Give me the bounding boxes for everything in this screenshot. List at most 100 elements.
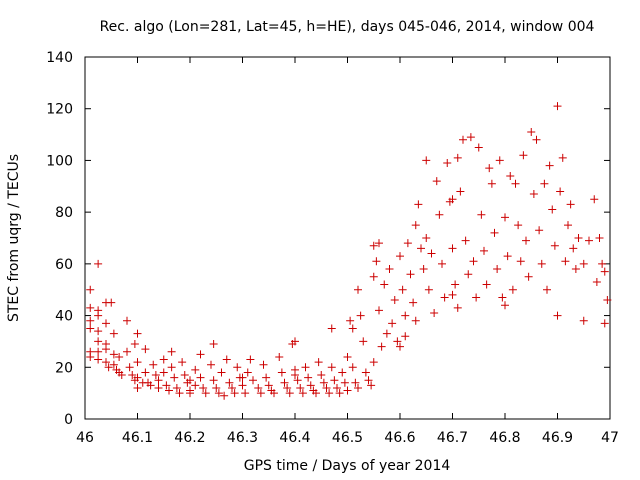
data-point <box>451 280 460 289</box>
data-point <box>117 371 126 380</box>
data-point <box>283 383 292 392</box>
data-point <box>343 386 352 395</box>
data-point <box>238 381 247 390</box>
y-tick-label: 20 <box>55 360 73 376</box>
data-point <box>86 316 95 325</box>
data-point <box>241 389 250 398</box>
y-tick-label: 60 <box>55 257 73 273</box>
data-point <box>556 187 565 196</box>
data-point <box>409 298 418 307</box>
data-point <box>487 179 496 188</box>
x-tick-label: 46.6 <box>384 430 415 446</box>
data-point <box>598 259 607 268</box>
data-point <box>459 135 467 144</box>
data-point <box>411 221 420 230</box>
data-point <box>343 352 352 361</box>
x-tick-label: 46.3 <box>227 430 258 446</box>
data-point <box>191 381 200 390</box>
data-point <box>86 303 95 312</box>
data-point <box>212 383 221 392</box>
data-point <box>571 265 580 274</box>
data-point <box>186 389 194 398</box>
data-point <box>167 347 176 356</box>
data-point <box>524 272 533 281</box>
x-tick-label: 46.8 <box>489 430 520 446</box>
data-point <box>94 355 103 364</box>
data-point <box>172 383 181 392</box>
data-point <box>146 381 155 390</box>
data-point <box>354 285 362 294</box>
x-tick-label: 46.1 <box>122 430 153 446</box>
data-point <box>304 373 313 382</box>
data-point <box>419 265 428 274</box>
data-point <box>511 179 520 188</box>
data-point <box>432 177 441 186</box>
data-point <box>401 311 410 320</box>
data-point <box>175 389 184 398</box>
data-point <box>369 272 378 281</box>
data-point <box>130 340 139 349</box>
data-point <box>403 239 412 248</box>
data-point <box>474 143 483 152</box>
x-tick-label: 46.9 <box>542 430 573 446</box>
data-point <box>440 293 449 302</box>
y-tick-label: 140 <box>46 50 73 66</box>
data-point <box>322 383 331 392</box>
data-point <box>493 265 502 274</box>
data-point <box>162 381 171 390</box>
y-tick-label: 120 <box>46 102 73 118</box>
data-point <box>406 270 415 279</box>
data-point <box>514 221 523 230</box>
data-point <box>600 319 609 328</box>
data-point <box>196 350 205 359</box>
data-point <box>424 285 433 294</box>
data-point <box>380 280 389 289</box>
data-point <box>178 358 187 367</box>
data-point <box>107 298 116 307</box>
data-point <box>340 378 349 387</box>
data-point <box>141 345 150 354</box>
data-point <box>275 352 284 361</box>
data-point <box>133 373 142 382</box>
data-point <box>293 376 302 385</box>
data-point <box>225 378 234 387</box>
data-point <box>574 234 583 242</box>
x-tick-label: 46.2 <box>174 430 205 446</box>
data-point <box>356 311 365 320</box>
data-point <box>377 342 386 351</box>
data-point <box>361 368 370 377</box>
y-tick-label: 0 <box>64 412 73 428</box>
data-point <box>314 358 323 367</box>
data-point <box>159 355 168 364</box>
data-point <box>540 179 549 188</box>
data-points <box>86 102 612 400</box>
data-point <box>453 153 462 162</box>
data-point <box>388 319 397 328</box>
data-point <box>167 363 176 372</box>
data-point <box>564 221 572 230</box>
data-point <box>296 383 305 392</box>
data-point <box>372 257 381 266</box>
data-point <box>351 378 360 387</box>
data-point <box>553 311 562 320</box>
data-point <box>495 156 504 165</box>
data-point <box>306 381 315 390</box>
data-point <box>94 311 103 320</box>
data-point <box>180 371 189 380</box>
data-point <box>209 340 218 349</box>
data-point <box>422 234 431 242</box>
data-point <box>519 151 528 160</box>
data-point <box>508 285 517 294</box>
data-point <box>401 332 410 341</box>
data-point <box>201 389 210 398</box>
data-point <box>86 285 95 294</box>
data-point <box>330 376 339 385</box>
data-point <box>522 236 530 245</box>
data-point <box>327 324 336 333</box>
data-point <box>86 352 95 361</box>
data-point <box>385 265 394 274</box>
data-point <box>448 290 457 299</box>
data-point <box>291 337 299 346</box>
data-point <box>603 296 612 305</box>
data-point <box>149 360 158 369</box>
